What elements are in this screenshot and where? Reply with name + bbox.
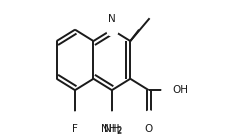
Text: OH: OH xyxy=(172,85,188,95)
Text: O: O xyxy=(144,124,153,133)
Text: 2: 2 xyxy=(116,126,122,136)
Text: 2: 2 xyxy=(116,127,122,136)
Text: F: F xyxy=(72,124,78,134)
Text: NH: NH xyxy=(101,124,117,134)
Text: N: N xyxy=(108,13,116,23)
Text: NH: NH xyxy=(104,124,120,134)
